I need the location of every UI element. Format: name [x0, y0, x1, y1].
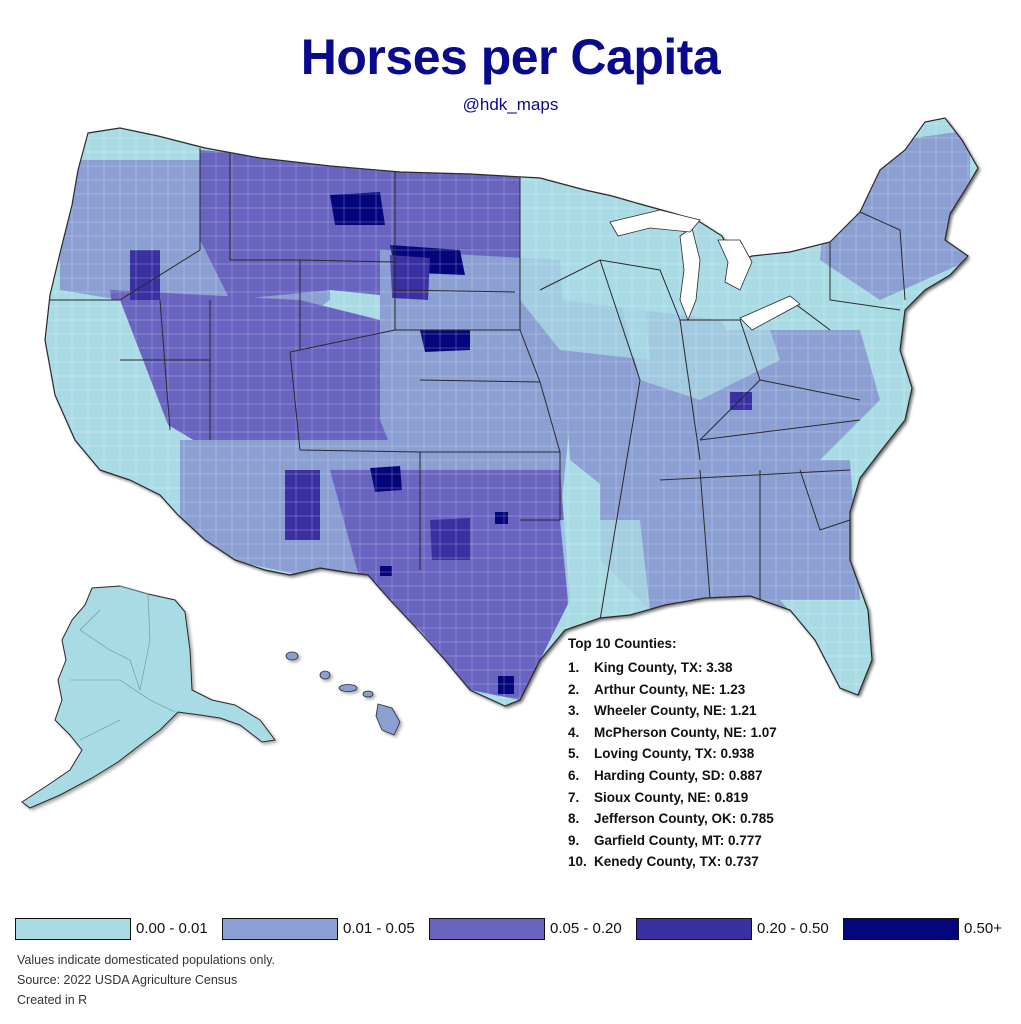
top-county-name: Jefferson County, OK: [594, 811, 732, 826]
top-county-name: King County, TX: [594, 660, 698, 675]
legend-label: 0.50+: [964, 920, 1002, 937]
top-county-value: 0.938: [721, 746, 755, 761]
legend-swatch: [429, 918, 545, 940]
top-county-separator: :: [711, 682, 719, 697]
top-county-value: 0.737: [725, 854, 759, 869]
top-county-rank: 7.: [568, 787, 594, 809]
top-county-rank: 9.: [568, 830, 594, 852]
top-county-name: McPherson County, NE: [594, 725, 742, 740]
top-county-value: 3.38: [706, 660, 732, 675]
hotspot-arizona: [285, 470, 320, 540]
top-county-separator: :: [717, 854, 725, 869]
top-county-value: 1.07: [751, 725, 777, 740]
region-florida-light: [780, 600, 872, 690]
top-county-row: 2.Arthur County, NE: 1.23: [568, 679, 777, 701]
hawaii-shape: [286, 652, 400, 735]
top-county-separator: :: [742, 725, 750, 740]
top-county-rank: 1.: [568, 657, 594, 679]
alaska-shape: [22, 586, 275, 808]
top-county-name: Sioux County, NE: [594, 790, 706, 805]
top-county-rank: 3.: [568, 700, 594, 722]
top-county-row: 4.McPherson County, NE: 1.07: [568, 722, 777, 744]
hotspot-idaho: [130, 250, 160, 300]
legend-label: 0.05 - 0.20: [550, 920, 622, 937]
top-county-separator: :: [698, 660, 706, 675]
top-county-row: 7.Sioux County, NE: 0.819: [568, 787, 777, 809]
footnote-created: Created in R: [17, 990, 275, 1010]
top-counties-list: Top 10 Counties: 1.King County, TX: 3.38…: [568, 636, 777, 873]
legend-swatch: [843, 918, 959, 940]
hotspot-kenedy-county: [498, 676, 514, 694]
top-county-row: 5.Loving County, TX: 0.938: [568, 743, 777, 765]
top-county-name: Harding County, SD: [594, 768, 721, 783]
footnote-source: Source: 2022 USDA Agriculture Census: [17, 970, 275, 990]
legend-label: 0.20 - 0.50: [757, 920, 829, 937]
region-louisiana-light: [560, 520, 650, 620]
legend-label: 0.01 - 0.05: [343, 920, 415, 937]
top-county-rank: 5.: [568, 743, 594, 765]
top-county-row: 3.Wheeler County, NE: 1.21: [568, 700, 777, 722]
hotspot-loving-county: [380, 566, 392, 576]
top-county-value: 1.23: [719, 682, 745, 697]
legend-label: 0.00 - 0.01: [136, 920, 208, 937]
top-county-row: 1.King County, TX: 3.38: [568, 657, 777, 679]
top-county-value: 1.21: [730, 703, 756, 718]
top-county-rank: 2.: [568, 679, 594, 701]
top-county-rank: 10.: [568, 851, 594, 873]
top-county-separator: :: [706, 790, 714, 805]
top-county-name: Loving County, TX: [594, 746, 712, 761]
top-county-row: 9.Garfield County, MT: 0.777: [568, 830, 777, 852]
top-county-rank: 6.: [568, 765, 594, 787]
top-county-row: 10.Kenedy County, TX: 0.737: [568, 851, 777, 873]
hotspot-nebraska: [420, 330, 470, 352]
top-county-rank: 8.: [568, 808, 594, 830]
top-county-value: 0.777: [728, 833, 762, 848]
hotspot-texas-central: [430, 518, 470, 560]
hotspot-eastern-montana: [330, 192, 385, 225]
legend-swatch: [636, 918, 752, 940]
footnote-values: Values indicate domesticated populations…: [17, 950, 275, 970]
top-county-separator: :: [721, 768, 729, 783]
hotspot-king-county: [495, 512, 508, 524]
top-county-separator: :: [732, 811, 740, 826]
top-counties-heading: Top 10 Counties:: [568, 636, 777, 651]
top-county-value: 0.785: [740, 811, 774, 826]
top-county-value: 0.887: [729, 768, 763, 783]
top-county-name: Garfield County, MT: [594, 833, 720, 848]
top-county-row: 8.Jefferson County, OK: 0.785: [568, 808, 777, 830]
top-county-separator: :: [712, 746, 720, 761]
top-county-row: 6.Harding County, SD: 0.887: [568, 765, 777, 787]
top-county-rank: 4.: [568, 722, 594, 744]
top-county-name: Wheeler County, NE: [594, 703, 722, 718]
legend-swatch: [15, 918, 131, 940]
top-county-value: 0.819: [715, 790, 749, 805]
top-county-name: Arthur County, NE: [594, 682, 711, 697]
footnotes: Values indicate domesticated populations…: [17, 950, 275, 1010]
top-county-name: Kenedy County, TX: [594, 854, 717, 869]
top-county-separator: :: [720, 833, 728, 848]
legend-swatch: [222, 918, 338, 940]
